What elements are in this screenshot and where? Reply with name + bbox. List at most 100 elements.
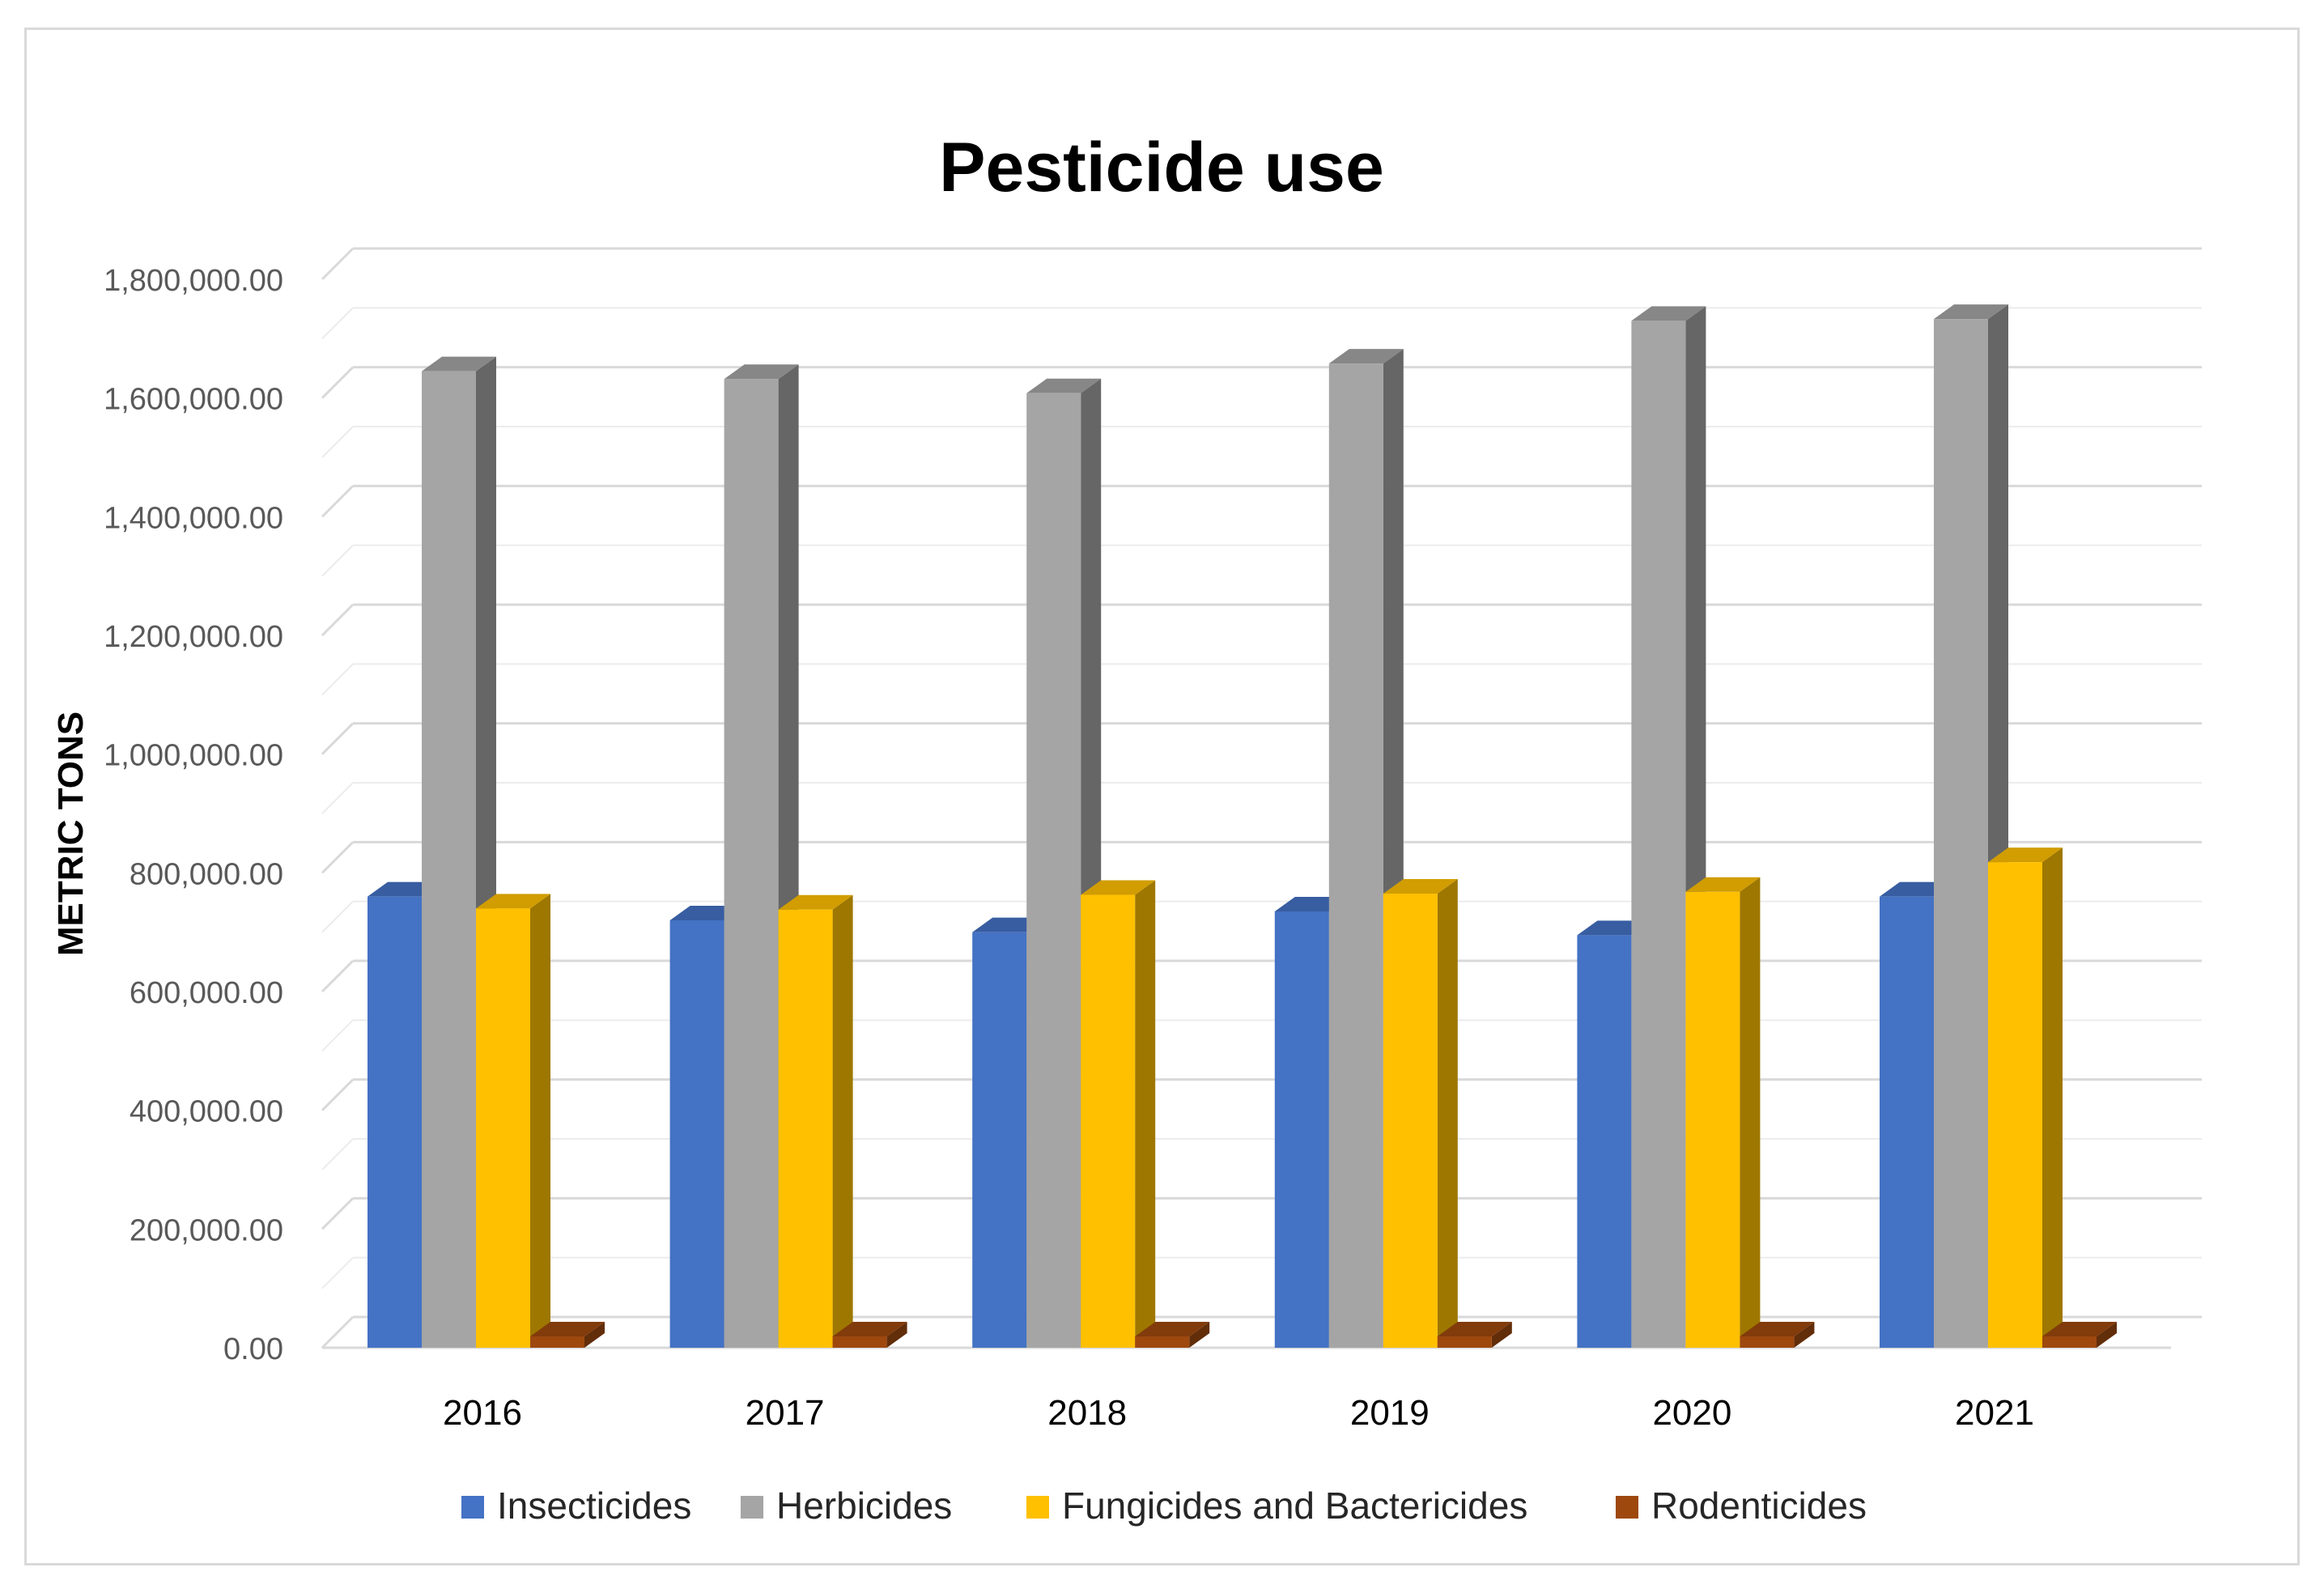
y-tick-label: 200,000.00	[130, 1213, 283, 1247]
bar-fungicides-and-bactericides-2016	[476, 894, 550, 1348]
gridline-major-side	[321, 722, 355, 755]
bar-rodenticides-2021	[2042, 1322, 2117, 1348]
y-tick-label: 600,000.00	[130, 976, 283, 1010]
y-tick-label: 800,000.00	[130, 857, 283, 891]
legend-label: Herbicides	[776, 1485, 952, 1527]
gridline-minor-side	[321, 1256, 354, 1289]
bars	[368, 304, 2117, 1349]
bar-side	[584, 1322, 605, 1348]
bar-front	[669, 920, 724, 1348]
gridline-major-side	[321, 959, 355, 993]
bar-front	[1135, 1336, 1190, 1348]
gridline-minor-side	[321, 1019, 354, 1052]
bar-top	[1988, 847, 2063, 863]
bar-fungicides-and-bactericides-2019	[1383, 879, 1458, 1348]
gridline-minor-side	[321, 782, 354, 814]
bar-front	[1437, 1336, 1492, 1348]
bar-top	[1135, 1322, 1210, 1336]
bar-front	[530, 1336, 584, 1348]
gridline-minor-side	[321, 1138, 354, 1170]
bar-front	[1328, 363, 1383, 1349]
x-axis: 2016 2017 2018 2019 2020 2021	[443, 1393, 2034, 1433]
bar-top	[1685, 877, 1761, 892]
gridline-major-side	[321, 841, 355, 874]
bar-front	[1740, 1336, 1795, 1348]
bar-front	[1081, 894, 1136, 1348]
legend-swatch	[1616, 1496, 1638, 1519]
x-tick-label: 2016	[443, 1393, 522, 1433]
bar-top	[1740, 1322, 1815, 1336]
bar-top	[1383, 879, 1458, 894]
y-tick-label: 1,400,000.00	[104, 501, 283, 535]
bar-top	[530, 1322, 605, 1336]
y-axis-title: METRIC TONS	[51, 712, 91, 956]
y-tick-label: 1,800,000.00	[104, 264, 283, 298]
gridline-major-side	[321, 485, 355, 518]
bar-side	[1189, 1322, 1210, 1348]
bar-rodenticides-2020	[1740, 1322, 1815, 1348]
bar-side	[530, 894, 550, 1348]
legend-swatch	[461, 1496, 484, 1519]
bar-front	[1026, 393, 1081, 1348]
bar-top	[1026, 378, 1102, 393]
bar-side	[1794, 1322, 1815, 1348]
gridline-minor-side	[321, 544, 354, 577]
bar-top	[1328, 349, 1404, 364]
bar-front	[1383, 894, 1438, 1348]
gridline-major-side	[321, 247, 355, 281]
gridline-minor-side	[321, 663, 354, 696]
bar-fungicides-and-bactericides-2020	[1685, 877, 1761, 1348]
bar-front	[778, 909, 833, 1348]
bar-side	[1437, 879, 1458, 1348]
bar-rodenticides-2018	[1135, 1322, 1210, 1348]
bar-front	[1577, 935, 1632, 1348]
bar-side	[886, 1322, 907, 1348]
legend-label: Insecticides	[497, 1485, 691, 1527]
bar-top	[422, 356, 496, 372]
x-tick-label: 2017	[746, 1393, 825, 1433]
bar-front	[1631, 321, 1686, 1348]
x-tick-label: 2018	[1047, 1393, 1127, 1433]
bar-front	[972, 932, 1027, 1348]
y-tick-label: 1,200,000.00	[104, 620, 283, 654]
gridline-major-side	[321, 1197, 355, 1230]
gridline-major-side	[321, 1315, 355, 1349]
bar-front	[476, 908, 530, 1348]
bar-rodenticides-2019	[1437, 1322, 1512, 1348]
bar-top	[1437, 1322, 1512, 1336]
bar-top	[476, 894, 550, 909]
chart-title: Pesticide use	[939, 129, 1384, 206]
gridline-major-side	[321, 603, 355, 637]
bar-front	[1685, 891, 1740, 1348]
legend-label: Fungicides and Bactericides	[1062, 1485, 1527, 1527]
x-tick-label: 2019	[1350, 1393, 1430, 1433]
bar-front	[2042, 1336, 2097, 1348]
bar-side	[832, 894, 853, 1348]
bar-top	[1631, 306, 1706, 321]
y-tick-label: 1,600,000.00	[104, 383, 283, 417]
bar-side	[2042, 847, 2063, 1348]
legend-swatch	[1026, 1496, 1049, 1519]
y-tick-label: 1,000,000.00	[104, 739, 283, 773]
bar-top	[1934, 304, 2008, 320]
y-tick-label: 0.00	[223, 1332, 283, 1366]
y-axis: 0.00 200,000.00 400,000.00 600,000.00 800,00…	[104, 264, 283, 1366]
bar-front	[1274, 911, 1329, 1348]
bar-fungicides-and-bactericides-2018	[1081, 880, 1156, 1348]
bar-herbicides-2021	[1934, 304, 2008, 1349]
x-tick-label: 2020	[1652, 1393, 1731, 1433]
bar-front	[1880, 896, 1934, 1348]
bar-side	[1135, 880, 1156, 1348]
bar-side	[2097, 1322, 2117, 1348]
bar-fungicides-and-bactericides-2021	[1988, 847, 2063, 1348]
bar-top	[724, 364, 799, 380]
legend-label: Rodenticides	[1651, 1485, 1867, 1527]
gridline-minor-side	[321, 900, 354, 933]
bar-front	[1988, 862, 2042, 1348]
bar-top	[778, 894, 853, 910]
bar-side	[1740, 877, 1761, 1348]
gridline-minor-side	[321, 307, 354, 340]
bar-rodenticides-2016	[530, 1322, 605, 1348]
bar-side	[1491, 1322, 1512, 1348]
